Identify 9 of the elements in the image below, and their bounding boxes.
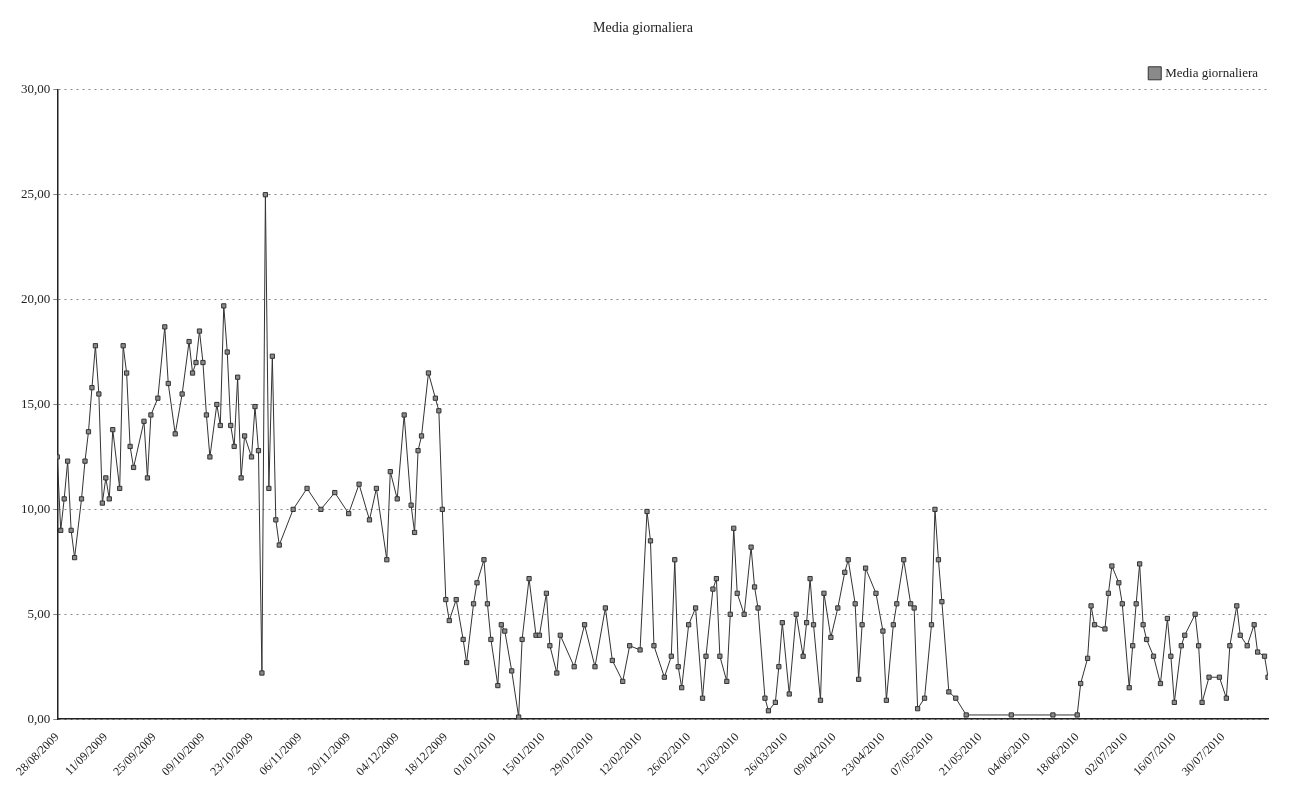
y-tick-label: 10,00 bbox=[21, 500, 51, 516]
y-tick-label: 25,00 bbox=[21, 186, 51, 202]
y-tick-label: 0,00 bbox=[27, 710, 51, 726]
y-tick-label: 20,00 bbox=[21, 291, 51, 307]
y-tick-label: 15,00 bbox=[21, 395, 51, 411]
chart-title: Media giornaliera bbox=[593, 20, 694, 36]
y-tick-label: 5,00 bbox=[27, 605, 51, 621]
y-tick-label: 30,00 bbox=[21, 81, 51, 97]
legend-label: Media giornaliera bbox=[1165, 64, 1259, 80]
